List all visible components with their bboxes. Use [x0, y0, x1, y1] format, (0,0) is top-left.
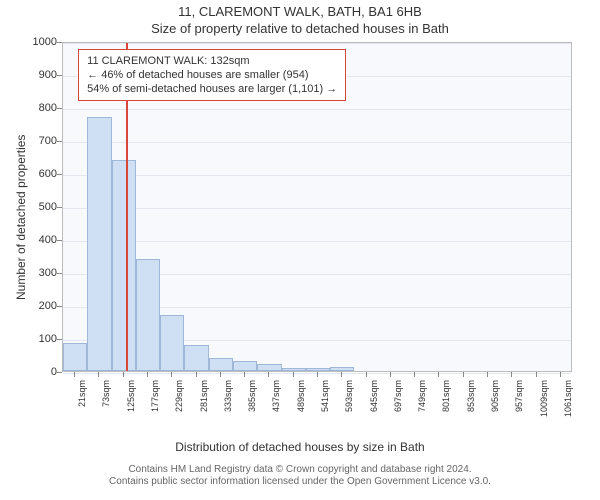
y-tick-label: 1000: [27, 36, 57, 48]
histogram-bar: [112, 160, 136, 371]
x-tick-label: 905sqm: [490, 380, 500, 412]
x-tick-mark: [414, 372, 415, 377]
y-tick-label: 400: [27, 234, 57, 246]
footer-line-1: Contains HM Land Registry data © Crown c…: [0, 464, 600, 476]
y-tick-mark: [57, 273, 62, 274]
histogram-bar: [330, 367, 354, 371]
y-tick-label: 0: [27, 366, 57, 378]
histogram-bar: [184, 345, 208, 371]
gridline: [63, 142, 571, 143]
footer-credits: Contains HM Land Registry data © Crown c…: [0, 464, 600, 488]
x-tick-label: 229sqm: [174, 380, 184, 412]
y-tick-label: 900: [27, 69, 57, 81]
x-tick-mark: [487, 372, 488, 377]
footer-line-2: Contains public sector information licen…: [0, 476, 600, 488]
y-tick-mark: [57, 75, 62, 76]
x-tick-mark: [123, 372, 124, 377]
x-tick-mark: [317, 372, 318, 377]
x-tick-mark: [147, 372, 148, 377]
x-tick-mark: [560, 372, 561, 377]
x-axis-label: Distribution of detached houses by size …: [0, 440, 600, 454]
y-tick-label: 600: [27, 168, 57, 180]
chart-title-main: 11, CLAREMONT WALK, BATH, BA1 6HB: [0, 4, 600, 19]
x-tick-mark: [511, 372, 512, 377]
x-tick-label: 593sqm: [344, 380, 354, 412]
y-tick-label: 700: [27, 135, 57, 147]
y-tick-mark: [57, 174, 62, 175]
histogram-bar: [233, 361, 257, 371]
y-tick-mark: [57, 207, 62, 208]
chart-container: 11, CLAREMONT WALK, BATH, BA1 6HB Size o…: [0, 0, 600, 500]
x-tick-mark: [98, 372, 99, 377]
histogram-bar: [282, 368, 306, 371]
x-tick-label: 1061sqm: [563, 380, 573, 417]
annotation-box: 11 CLAREMONT WALK: 132sqm← 46% of detach…: [78, 49, 346, 101]
histogram-bar: [63, 343, 87, 371]
histogram-bar: [87, 117, 111, 371]
histogram-bar: [257, 364, 281, 371]
x-tick-label: 749sqm: [417, 380, 427, 412]
annotation-line: 11 CLAREMONT WALK: 132sqm: [87, 54, 337, 68]
x-tick-mark: [293, 372, 294, 377]
y-tick-mark: [57, 339, 62, 340]
x-tick-mark: [74, 372, 75, 377]
x-tick-label: 697sqm: [393, 380, 403, 412]
x-tick-mark: [463, 372, 464, 377]
x-tick-label: 957sqm: [514, 380, 524, 412]
x-tick-label: 125sqm: [126, 380, 136, 412]
x-tick-label: 489sqm: [296, 380, 306, 412]
x-tick-mark: [366, 372, 367, 377]
histogram-bar: [209, 358, 233, 371]
x-tick-label: 21sqm: [77, 380, 87, 407]
x-tick-mark: [341, 372, 342, 377]
x-tick-label: 645sqm: [369, 380, 379, 412]
y-tick-label: 800: [27, 102, 57, 114]
gridline: [63, 109, 571, 110]
y-tick-mark: [57, 108, 62, 109]
histogram-bar: [160, 315, 184, 371]
y-tick-mark: [57, 141, 62, 142]
histogram-bar: [306, 368, 330, 371]
x-tick-mark: [196, 372, 197, 377]
y-axis-label: Number of detached properties: [14, 135, 28, 300]
x-tick-mark: [438, 372, 439, 377]
x-tick-mark: [536, 372, 537, 377]
x-tick-mark: [171, 372, 172, 377]
x-tick-label: 541sqm: [320, 380, 330, 412]
y-tick-mark: [57, 306, 62, 307]
annotation-line: ← 46% of detached houses are smaller (95…: [87, 68, 337, 82]
x-tick-mark: [220, 372, 221, 377]
x-tick-label: 801sqm: [441, 380, 451, 412]
histogram-bar: [136, 259, 160, 371]
x-tick-label: 177sqm: [150, 380, 160, 412]
chart-title-sub: Size of property relative to detached ho…: [0, 21, 600, 36]
annotation-line: 54% of semi-detached houses are larger (…: [87, 82, 337, 96]
y-tick-mark: [57, 372, 62, 373]
y-tick-mark: [57, 42, 62, 43]
y-tick-label: 300: [27, 267, 57, 279]
x-tick-label: 385sqm: [247, 380, 257, 412]
x-tick-label: 333sqm: [223, 380, 233, 412]
gridline: [63, 175, 571, 176]
x-tick-mark: [390, 372, 391, 377]
gridline: [63, 43, 571, 44]
x-tick-mark: [268, 372, 269, 377]
x-tick-label: 1009sqm: [539, 380, 549, 417]
x-tick-label: 437sqm: [271, 380, 281, 412]
y-tick-label: 100: [27, 333, 57, 345]
x-tick-label: 281sqm: [199, 380, 209, 412]
gridline: [63, 241, 571, 242]
y-tick-label: 500: [27, 201, 57, 213]
y-tick-label: 200: [27, 300, 57, 312]
x-tick-label: 73sqm: [101, 380, 111, 407]
y-tick-mark: [57, 240, 62, 241]
x-tick-label: 853sqm: [466, 380, 476, 412]
x-tick-mark: [244, 372, 245, 377]
gridline: [63, 208, 571, 209]
